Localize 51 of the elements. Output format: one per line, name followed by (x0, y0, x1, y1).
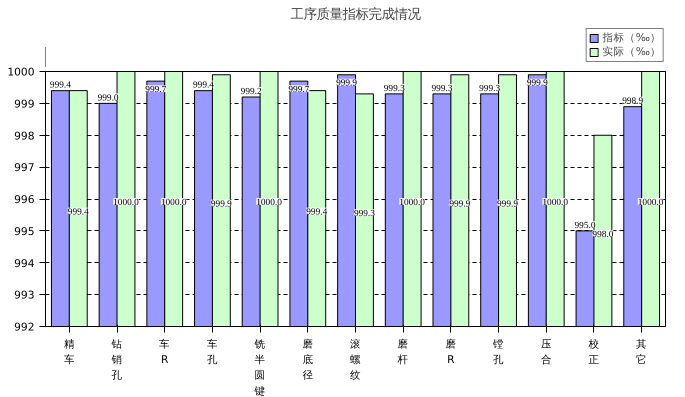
x-tick-label: 其它 (636, 338, 648, 366)
x-tick-label: 磨杆 (396, 338, 409, 366)
data-label: 999.3 (431, 84, 453, 94)
data-label: 999.3 (384, 84, 406, 94)
data-label: 998.0 (592, 230, 614, 240)
data-label: 999.3 (479, 84, 500, 94)
data-label: 1000.0 (113, 198, 140, 208)
data-label: 999.4 (68, 208, 90, 218)
data-label: 999.2 (240, 87, 262, 97)
x-tick-label: 精车 (64, 338, 75, 366)
data-label: 999.9 (449, 200, 471, 210)
data-label: 1000.0 (256, 198, 282, 208)
data-label: 1000.0 (160, 198, 187, 208)
data-label: 998.9 (622, 96, 644, 107)
data-label: 1000.0 (638, 198, 664, 208)
data-label: 999.7 (145, 85, 167, 96)
data-label: 1000.0 (542, 198, 568, 208)
y-tick-label: 996 (14, 193, 35, 206)
y-tick-label: 995 (14, 224, 35, 238)
y-tick-label: 1000 (7, 66, 35, 78)
legend-label: 实际（‰） (602, 45, 661, 59)
data-label: 1000.0 (399, 198, 426, 208)
x-tick-label: 镗孔 (492, 338, 504, 366)
data-label: 999.9 (336, 78, 358, 89)
data-label: 999.9 (497, 200, 518, 210)
y-tick-label: 999 (14, 97, 35, 110)
chart-title: 工序质量指标完成情况 (290, 6, 420, 22)
data-label: 999.9 (526, 78, 548, 89)
data-label: 999.4 (192, 80, 214, 91)
x-tick-label: 车孔 (206, 338, 218, 366)
x-tick-label: 车R (159, 338, 170, 366)
y-tick-label: 994 (14, 256, 35, 270)
data-label: 999.4 (50, 80, 72, 91)
data-label: 999.7 (288, 85, 310, 96)
legend-label: 指标（‰） (602, 31, 661, 45)
x-tick-label: 校正 (587, 338, 600, 366)
x-tick-label: 铣半圆键 (254, 338, 266, 397)
y-tick-label: 998 (14, 129, 35, 142)
x-tick-label: 磨底径 (302, 338, 314, 382)
data-label: 995.0 (574, 220, 596, 231)
x-tick-label: 滚螺纹 (350, 338, 361, 382)
x-tick-label: 压合 (540, 338, 552, 366)
data-label: 999.4 (306, 208, 328, 218)
data-label: 999.3 (354, 209, 376, 220)
data-label: 999.9 (210, 200, 232, 210)
y-tick-label: 997 (14, 161, 35, 174)
x-tick-label: 磨R (445, 338, 456, 366)
y-tick-label: 992 (14, 320, 35, 334)
data-label: 999.0 (98, 93, 119, 104)
x-tick-label: 钻销孔 (110, 338, 123, 382)
y-tick-label: 993 (14, 288, 35, 302)
